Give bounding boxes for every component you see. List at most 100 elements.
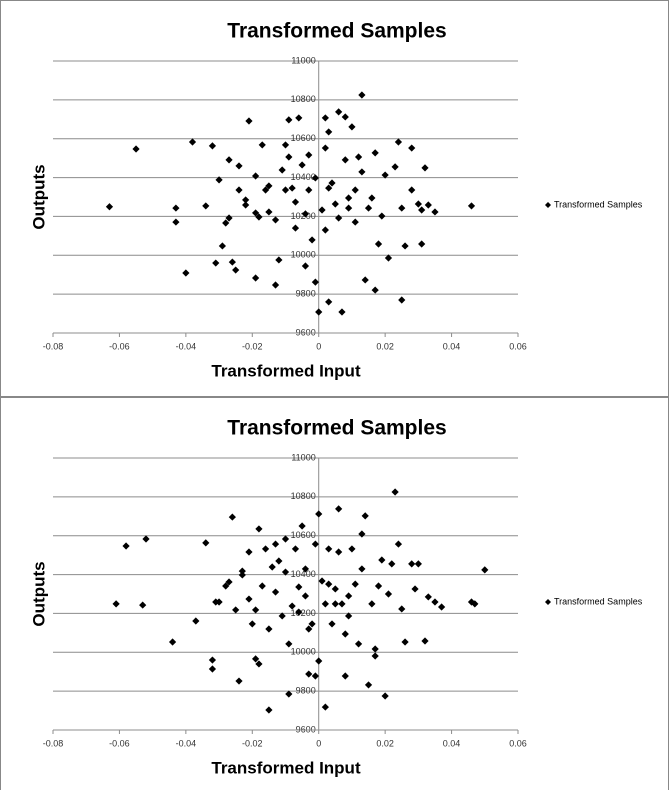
point	[341, 156, 349, 164]
point	[281, 535, 290, 543]
point	[311, 174, 319, 182]
point	[311, 540, 319, 548]
point	[351, 580, 359, 588]
y-tick-label: 10400	[291, 172, 316, 182]
point	[288, 184, 296, 192]
y-tick-label: 10400	[291, 569, 316, 579]
x-tick-label: -0.08	[43, 341, 64, 351]
point	[208, 665, 217, 673]
point	[202, 202, 210, 210]
point	[278, 166, 286, 174]
point	[261, 545, 270, 553]
y-tick-label: 9800	[296, 686, 316, 696]
point	[424, 593, 432, 601]
point	[215, 176, 223, 184]
point	[235, 162, 243, 170]
point	[358, 91, 366, 99]
point	[374, 582, 383, 590]
point	[361, 276, 369, 284]
point	[281, 186, 290, 194]
point	[328, 179, 336, 187]
point	[401, 242, 409, 250]
point	[371, 652, 379, 660]
point	[281, 141, 290, 149]
point	[318, 206, 326, 214]
point	[384, 590, 393, 598]
point	[252, 274, 260, 282]
point	[265, 706, 273, 714]
point	[295, 608, 303, 616]
point	[335, 214, 343, 222]
point	[354, 640, 363, 648]
point	[218, 242, 226, 250]
point	[232, 606, 240, 614]
point	[271, 540, 280, 548]
point	[325, 184, 333, 192]
point	[235, 186, 243, 194]
point	[321, 226, 329, 234]
y-tick-label: 10000	[291, 647, 316, 657]
point	[285, 690, 293, 698]
y-tick-label: 10600	[291, 530, 316, 540]
x-tick-label: -0.02	[242, 341, 263, 351]
chart-title: Transformed Samples	[227, 417, 446, 440]
point	[271, 588, 280, 596]
point	[285, 116, 293, 124]
point	[371, 149, 379, 157]
point	[265, 625, 273, 633]
point	[358, 168, 366, 176]
x-tick-label: -0.04	[176, 341, 197, 351]
point	[364, 204, 373, 212]
point	[338, 308, 346, 316]
point	[235, 677, 243, 685]
point	[298, 522, 306, 530]
point	[335, 505, 343, 513]
point	[291, 224, 300, 232]
point	[252, 172, 260, 180]
x-tick-label: 0.02	[376, 341, 394, 351]
point	[182, 269, 190, 277]
point	[321, 144, 329, 152]
point	[225, 156, 233, 164]
y-tick-label: 9600	[296, 724, 316, 734]
point	[321, 703, 329, 711]
point	[315, 657, 323, 665]
point	[418, 206, 426, 214]
point	[325, 545, 333, 553]
y-tick-label: 11000	[291, 452, 315, 462]
point	[421, 637, 429, 645]
point	[394, 540, 403, 548]
point	[358, 530, 366, 538]
point	[384, 254, 393, 262]
point	[245, 117, 253, 125]
point	[368, 194, 376, 202]
x-tick-label: -0.04	[176, 738, 197, 748]
point	[408, 144, 416, 152]
point	[431, 598, 439, 606]
point	[481, 566, 489, 574]
point	[467, 598, 476, 606]
point	[275, 256, 283, 264]
point	[301, 565, 310, 573]
point	[208, 656, 217, 664]
point	[255, 213, 263, 221]
x-tick-label: 0.06	[509, 738, 527, 748]
x-tick-label: -0.06	[109, 738, 130, 748]
legend-marker	[545, 599, 551, 605]
point	[325, 128, 333, 136]
point	[394, 138, 403, 146]
x-axis-label: Transformed Input	[211, 361, 361, 380]
point	[401, 638, 409, 646]
point	[291, 198, 300, 206]
point	[381, 171, 389, 179]
y-tick-label: 11000	[291, 55, 315, 65]
point	[348, 123, 356, 131]
point	[378, 212, 386, 220]
x-tick-label: -0.02	[242, 738, 263, 748]
y-tick-label: 10200	[291, 211, 316, 221]
point	[202, 539, 210, 547]
point	[271, 281, 280, 289]
point	[295, 114, 303, 122]
y-tick-label: 9800	[296, 289, 316, 299]
point	[285, 640, 293, 648]
